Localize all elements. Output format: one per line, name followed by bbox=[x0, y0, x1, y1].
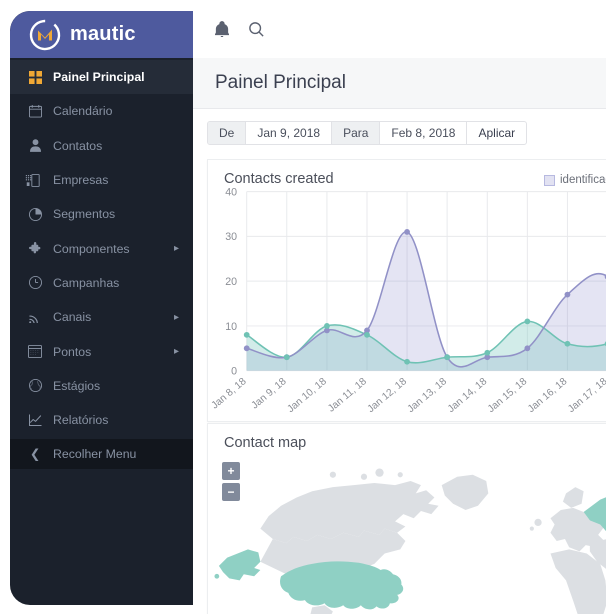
svg-text:Jan 8, 18: Jan 8, 18 bbox=[210, 376, 249, 412]
svg-text:10: 10 bbox=[225, 321, 237, 333]
svg-text:Jan 16, 18: Jan 16, 18 bbox=[526, 376, 570, 415]
svg-text:40: 40 bbox=[225, 187, 237, 199]
svg-text:Jan 12, 18: Jan 12, 18 bbox=[366, 376, 410, 415]
svg-text:Jan 14, 18: Jan 14, 18 bbox=[446, 376, 490, 415]
svg-text:Jan 15, 18: Jan 15, 18 bbox=[486, 376, 530, 415]
svg-text:Jan 9, 18: Jan 9, 18 bbox=[250, 376, 289, 412]
svg-text:Jan 17, 18: Jan 17, 18 bbox=[566, 376, 606, 415]
svg-text:Jan 10, 18: Jan 10, 18 bbox=[285, 376, 329, 415]
svg-text:0: 0 bbox=[231, 366, 237, 378]
svg-text:Jan 11, 18: Jan 11, 18 bbox=[326, 376, 369, 415]
svg-text:30: 30 bbox=[225, 231, 237, 243]
svg-text:20: 20 bbox=[225, 276, 237, 288]
svg-text:Jan 13, 18: Jan 13, 18 bbox=[406, 376, 450, 415]
